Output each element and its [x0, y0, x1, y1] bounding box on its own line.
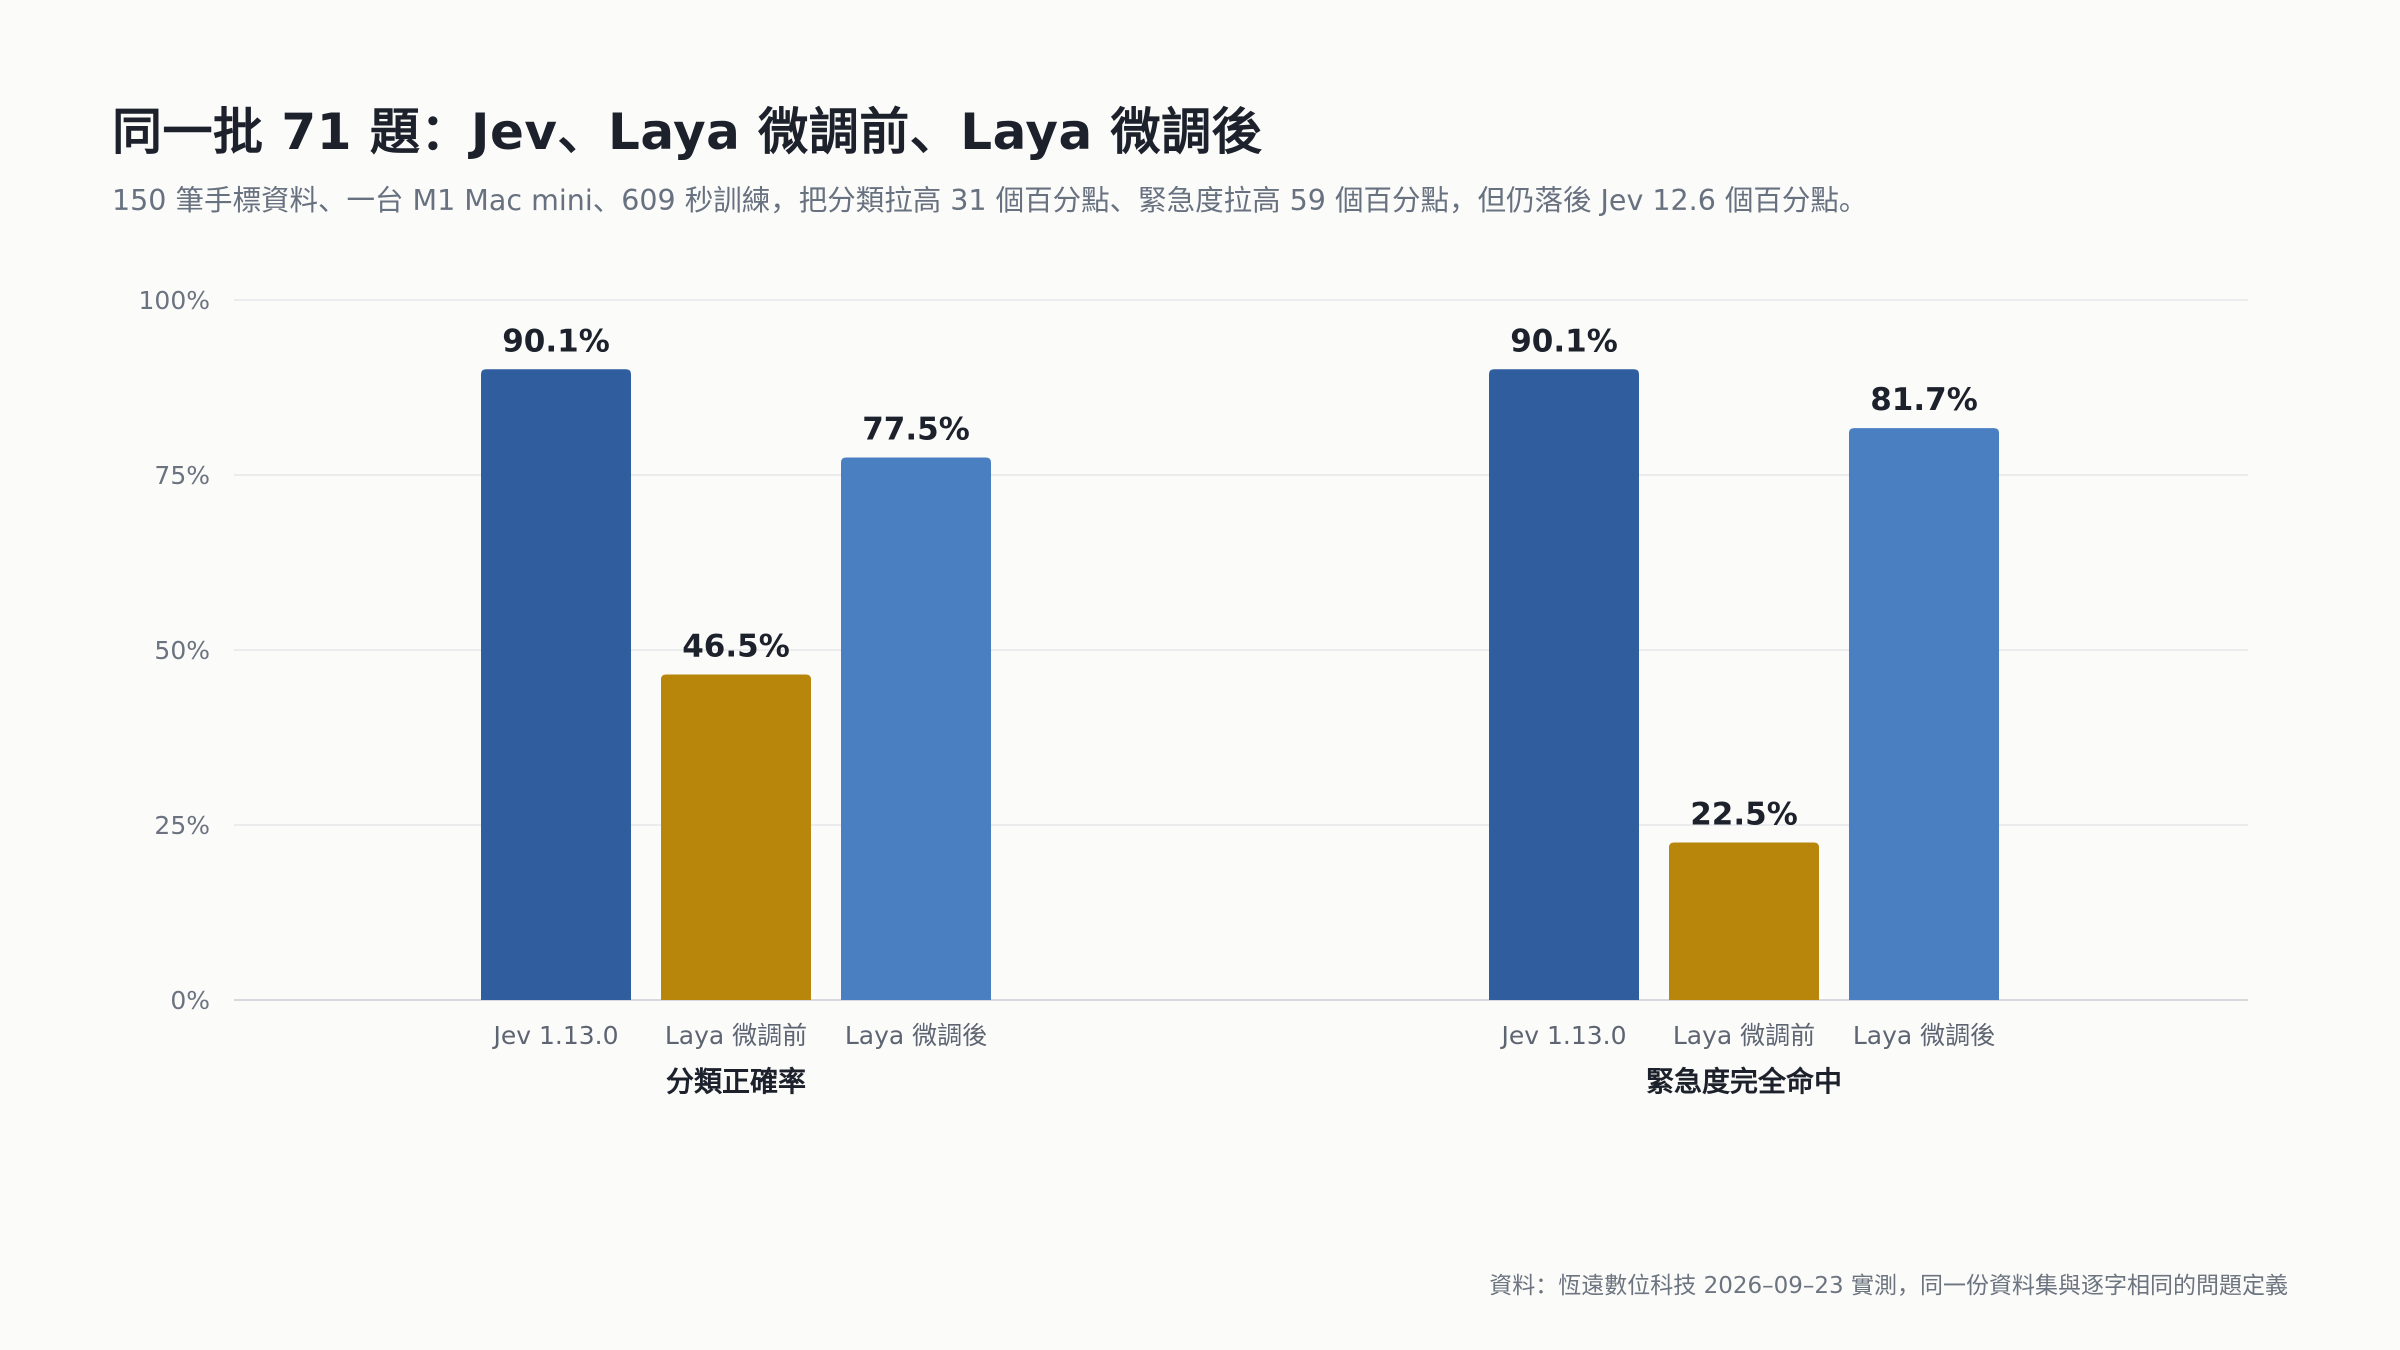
bar — [1669, 842, 1819, 1000]
x-tick-label: Jev 1.13.0 — [491, 1021, 618, 1050]
y-tick-label: 0% — [170, 986, 210, 1015]
y-tick-label: 25% — [154, 811, 210, 840]
x-tick-label: Laya 微調前 — [665, 1021, 807, 1050]
y-tick-label: 100% — [139, 286, 210, 315]
x-tick-label: Laya 微調前 — [1673, 1021, 1815, 1050]
x-tick-label: Jev 1.13.0 — [1499, 1021, 1626, 1050]
data-label: 46.5% — [682, 629, 790, 665]
y-tick-label: 50% — [154, 636, 210, 665]
data-label: 81.7% — [1870, 382, 1978, 418]
bar — [1849, 428, 1999, 1001]
y-tick-label: 75% — [154, 461, 210, 490]
group-label: 緊急度完全命中 — [1646, 1065, 1842, 1098]
bar — [1489, 369, 1639, 1000]
data-label: 90.1% — [502, 323, 610, 359]
x-tick-label: Laya 微調後 — [1853, 1021, 1995, 1050]
bar — [841, 457, 991, 1000]
bar — [481, 369, 631, 1000]
source-note: 資料：恆遠數位科技 2026–09–23 實測，同一份資料集與逐字相同的問題定義 — [1489, 1273, 2288, 1299]
page-subtitle: 150 筆手標資料、一台 M1 Mac mini、609 秒訓練，把分類拉高 3… — [112, 184, 1868, 217]
group-label: 分類正確率 — [666, 1065, 806, 1098]
bar — [661, 674, 811, 1000]
data-label: 77.5% — [862, 412, 970, 448]
x-tick-label: Laya 微調後 — [845, 1021, 987, 1050]
data-label: 90.1% — [1510, 323, 1618, 359]
page-title: 同一批 71 題：Jev、Laya 微調前、Laya 微調後 — [112, 103, 1263, 161]
data-label: 22.5% — [1690, 797, 1798, 833]
